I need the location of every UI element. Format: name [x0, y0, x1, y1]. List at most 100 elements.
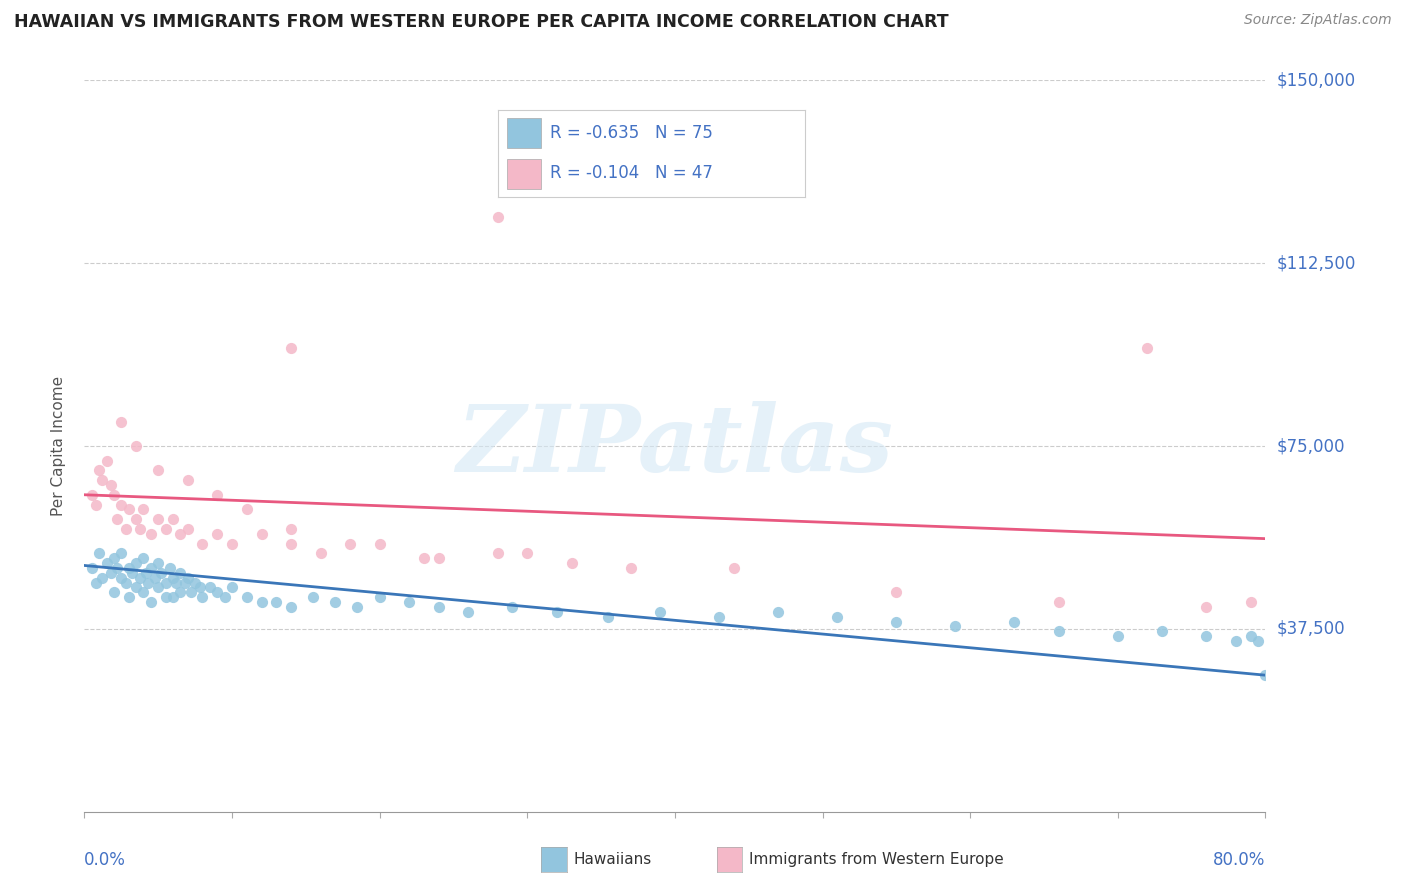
- Point: [155, 575, 177, 590]
- Point: [148, 556, 170, 570]
- Point: [148, 512, 170, 526]
- Point: [709, 609, 731, 624]
- Text: Source: ZipAtlas.com: Source: ZipAtlas.com: [1244, 13, 1392, 28]
- Point: [235, 590, 259, 604]
- Point: [96, 556, 118, 570]
- Point: [177, 571, 200, 585]
- Text: $37,500: $37,500: [1277, 620, 1346, 638]
- Point: [280, 522, 302, 536]
- Point: [105, 561, 128, 575]
- Point: [191, 590, 214, 604]
- Point: [162, 571, 184, 585]
- Point: [129, 571, 152, 585]
- Point: [188, 581, 211, 595]
- Point: [280, 342, 302, 356]
- FancyBboxPatch shape: [508, 159, 541, 188]
- Point: [132, 585, 155, 599]
- Point: [84, 575, 107, 590]
- Point: [205, 526, 228, 541]
- Point: [1195, 629, 1218, 643]
- Point: [103, 585, 125, 599]
- Text: Hawaiians: Hawaiians: [574, 853, 652, 867]
- Point: [1240, 595, 1263, 609]
- Point: [169, 566, 191, 580]
- Point: [96, 453, 118, 467]
- Point: [110, 498, 132, 512]
- Point: [1107, 629, 1129, 643]
- Point: [346, 599, 368, 614]
- Point: [1240, 629, 1263, 643]
- Point: [139, 595, 162, 609]
- Point: [427, 599, 450, 614]
- Point: [177, 522, 200, 536]
- Point: [1004, 615, 1026, 629]
- Point: [143, 571, 166, 585]
- Point: [214, 590, 236, 604]
- Point: [546, 605, 568, 619]
- Text: R = -0.635   N = 75: R = -0.635 N = 75: [550, 124, 713, 142]
- Text: ZIPatlas: ZIPatlas: [457, 401, 893, 491]
- Point: [1247, 634, 1270, 648]
- Point: [91, 473, 114, 487]
- Point: [619, 561, 641, 575]
- Point: [1254, 668, 1277, 682]
- Point: [1150, 624, 1173, 639]
- Point: [427, 551, 450, 566]
- Point: [110, 415, 132, 429]
- Point: [110, 546, 132, 560]
- Text: R = -0.104   N = 47: R = -0.104 N = 47: [550, 164, 713, 182]
- Point: [191, 536, 214, 550]
- Point: [139, 526, 162, 541]
- Point: [169, 585, 191, 599]
- Point: [486, 546, 509, 560]
- Point: [100, 478, 122, 492]
- Text: HAWAIIAN VS IMMIGRANTS FROM WESTERN EUROPE PER CAPITA INCOME CORRELATION CHART: HAWAIIAN VS IMMIGRANTS FROM WESTERN EURO…: [14, 13, 949, 31]
- Point: [135, 566, 157, 580]
- Point: [87, 463, 111, 477]
- Point: [1195, 599, 1218, 614]
- Point: [121, 566, 143, 580]
- Point: [118, 502, 141, 516]
- Point: [132, 502, 155, 516]
- Point: [155, 590, 177, 604]
- Point: [1047, 595, 1070, 609]
- Point: [110, 571, 132, 585]
- Point: [264, 595, 288, 609]
- Point: [125, 439, 148, 453]
- Point: [84, 498, 107, 512]
- Point: [184, 575, 207, 590]
- Text: $112,500: $112,500: [1277, 254, 1355, 272]
- Point: [1225, 634, 1247, 648]
- Point: [118, 561, 141, 575]
- Point: [169, 526, 191, 541]
- Point: [148, 581, 170, 595]
- Point: [100, 566, 122, 580]
- Point: [323, 595, 347, 609]
- Point: [250, 526, 273, 541]
- Point: [1047, 624, 1070, 639]
- Point: [398, 595, 420, 609]
- Point: [368, 590, 391, 604]
- Point: [132, 551, 155, 566]
- Text: 0.0%: 0.0%: [84, 851, 127, 869]
- Point: [221, 581, 243, 595]
- Point: [457, 605, 479, 619]
- Point: [180, 585, 202, 599]
- Point: [150, 566, 173, 580]
- Point: [205, 488, 228, 502]
- Point: [648, 605, 672, 619]
- Point: [139, 561, 162, 575]
- Point: [91, 571, 114, 585]
- Point: [1136, 342, 1159, 356]
- Point: [118, 590, 141, 604]
- Point: [723, 561, 745, 575]
- Point: [177, 473, 200, 487]
- Y-axis label: Per Capita Income: Per Capita Income: [51, 376, 66, 516]
- Point: [250, 595, 273, 609]
- Point: [560, 556, 583, 570]
- Text: Immigrants from Western Europe: Immigrants from Western Europe: [749, 853, 1004, 867]
- Point: [486, 210, 509, 224]
- Point: [103, 488, 125, 502]
- Point: [598, 609, 620, 624]
- Point: [827, 609, 849, 624]
